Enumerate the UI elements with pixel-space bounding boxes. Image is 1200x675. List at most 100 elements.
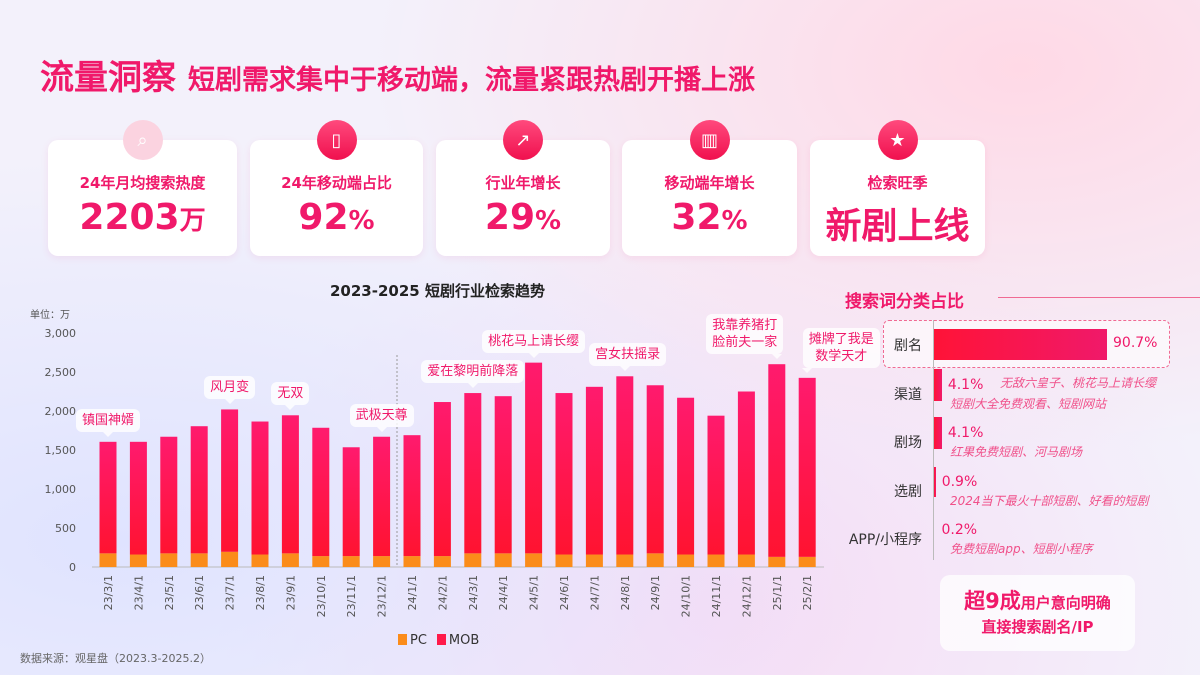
bar-mob: [585, 386, 603, 555]
share-axis: [933, 320, 934, 560]
bar-pc: [433, 556, 451, 567]
stat-label: 检索旺季: [867, 174, 928, 192]
bar-mob: [677, 397, 695, 555]
x-tick-label: 24/6/1: [558, 575, 571, 610]
x-tick-label: 25/2/1: [801, 575, 814, 610]
bar-pc: [373, 556, 391, 567]
stat-value: 2203万: [79, 197, 206, 238]
y-tick-label: 2,500: [45, 366, 77, 379]
bar-chart-icon: ▥: [689, 120, 730, 160]
mobile-phone-icon: ▯: [316, 120, 357, 160]
stat-value: 29%: [484, 197, 562, 238]
x-tick-label: 24/1/1: [406, 575, 419, 610]
stat-label: 移动端年增长: [664, 174, 755, 192]
drama-annotation: 风月变: [204, 376, 256, 405]
bar-pc: [221, 551, 239, 567]
share-bar: [934, 467, 936, 497]
chart-title: 2023-2025 短剧行业检索趋势: [330, 282, 545, 300]
unit-label: 单位：万: [30, 310, 70, 321]
stat-card: ▥ 移动端年增长 32%: [622, 120, 797, 256]
share-examples: 2024当下最火十部短剧、好看的短剧: [950, 494, 1149, 508]
x-tick-label: 24/2/1: [436, 575, 449, 610]
callout-highlight: 超9成: [964, 589, 1021, 613]
drama-annotation: 爱在黎明前降落: [421, 360, 525, 389]
drama-annotation: 武极天尊: [349, 403, 414, 432]
share-examples: 无敌六皇子、桃花马上请长缨: [1000, 376, 1157, 390]
x-tick-label: 23/3/1: [102, 575, 115, 610]
bar-pc: [707, 554, 725, 567]
stat-card: ★ 检索旺季 新剧上线: [810, 120, 985, 256]
bar-mob: [555, 393, 573, 555]
bar-pc: [616, 554, 634, 567]
share-label: 渠道: [894, 387, 922, 403]
x-tick-label: 24/9/1: [649, 575, 662, 610]
bar-pc: [646, 553, 664, 567]
bar-pc: [281, 553, 299, 567]
bar-mob: [281, 415, 299, 554]
stat-value: 92%: [298, 197, 375, 238]
callout-line1: 用户意向明确: [1020, 594, 1111, 612]
star-icon: ★: [877, 120, 918, 160]
stat-card: ▯ 24年移动端占比 92%: [250, 120, 423, 256]
bar-mob: [251, 421, 269, 555]
bar-mob: [707, 415, 725, 555]
drama-annotation: 桃花马上请长缨: [482, 329, 586, 358]
x-tick-label: 24/12/1: [740, 575, 753, 617]
legend-pc: PC: [398, 633, 427, 648]
bar-mob: [342, 447, 360, 557]
bar-pc: [403, 556, 421, 567]
x-tick-label: 23/6/1: [193, 575, 206, 610]
stat-card: ⌕ 24年月均搜索热度 2203万: [48, 120, 237, 256]
page-subtitle: 短剧需求集中于移动端，流量紧跟热剧开播上涨: [188, 65, 755, 96]
chart-legend: PC MOB: [398, 633, 479, 648]
bar-mob: [737, 391, 755, 555]
share-title: 搜索词分类占比: [845, 292, 964, 312]
drama-annotation: 摊牌了我是 数学天才: [802, 327, 880, 373]
share-label: 剧名: [894, 338, 922, 354]
share-bar: [934, 328, 1107, 360]
share-value: 0.2%: [941, 522, 978, 538]
x-tick-label: 24/3/1: [467, 575, 480, 610]
y-tick-label: 500: [55, 522, 76, 535]
bar-pc: [464, 553, 482, 567]
bar-pc: [768, 556, 786, 567]
stat-value: 新剧上线: [825, 206, 970, 247]
stat-card: ↗ 行业年增长 29%: [436, 120, 610, 256]
bar-pc: [737, 554, 755, 567]
bar-mob: [494, 396, 512, 554]
share-value: 0.9%: [941, 474, 978, 490]
bar-pc: [494, 553, 512, 567]
x-tick-label: 23/10/1: [315, 575, 328, 617]
share-label: 剧场: [894, 435, 922, 451]
bar-mob: [646, 385, 664, 554]
stat-label: 24年月均搜索热度: [79, 174, 206, 192]
trend-chart-icon: ↗: [503, 120, 543, 160]
bar-pc: [798, 556, 816, 567]
bar-mob: [373, 436, 391, 557]
bar-mob: [190, 426, 208, 554]
callout-box: 超9成用户意向明确 直接搜索剧名/IP: [940, 575, 1135, 651]
divider: [998, 297, 1200, 298]
share-bar: [934, 369, 942, 401]
stat-value: 32%: [671, 197, 748, 238]
chart-canvas: 0 500 1,000 1,500 2,000 2,500 3,000 23/3/1 23/4/…: [45, 327, 824, 617]
bar-mob: [403, 435, 421, 557]
page-title: 流量洞察: [40, 58, 176, 98]
search-icon: ⌕: [122, 120, 163, 160]
search-trend-chart: 2023-2025 短剧行业检索趋势 单位：万 0 500 1,000 1,500 2,…: [30, 282, 880, 648]
x-tick-label: 23/5/1: [163, 575, 176, 610]
bar-pc: [585, 554, 603, 567]
bar-pc: [312, 556, 330, 567]
x-tick-label: 23/12/1: [376, 575, 389, 617]
bar-mob: [768, 364, 786, 557]
share-examples: 红果免费短剧、河马剧场: [950, 445, 1083, 459]
y-tick-label: 0: [69, 561, 76, 574]
bar-pc: [129, 554, 147, 567]
legend-mob: MOB: [436, 633, 479, 648]
x-tick-label: 24/11/1: [710, 575, 723, 617]
drama-annotation: 宫女扶摇录: [589, 343, 667, 372]
highlight-box: [883, 320, 1170, 368]
bar-pc: [160, 553, 178, 567]
share-value: 4.1%: [947, 425, 984, 441]
x-tick-label: 24/4/1: [497, 575, 510, 610]
